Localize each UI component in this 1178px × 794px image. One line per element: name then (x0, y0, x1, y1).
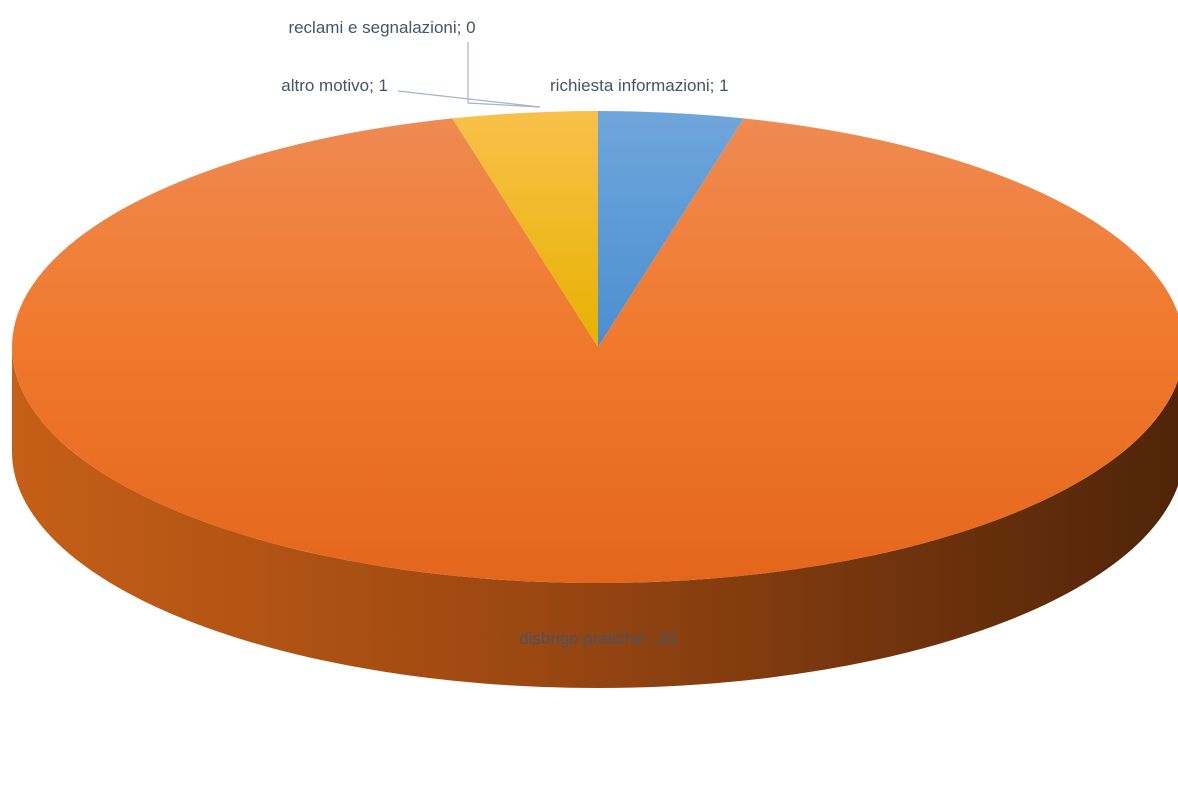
data-label-reclami-e-segnalazioni: reclami e segnalazioni; 0 (288, 18, 475, 37)
pie-slice-disbrigo-pratiche (12, 118, 1178, 583)
pie-slice-richiesta-informazioni (598, 111, 744, 347)
data-label-disbrigo-pratiche: disbrigo pratiche ; 23 (519, 629, 677, 648)
data-label-richiesta-informazioni: richiesta informazioni; 1 (550, 76, 729, 95)
pie-slice-altro-motivo (452, 111, 598, 347)
leader-line-3 (397, 90, 541, 108)
pie-side-wall (12, 347, 1178, 688)
leader-line-2 (467, 42, 541, 108)
data-label-altro-motivo: altro motivo; 1 (281, 76, 388, 95)
